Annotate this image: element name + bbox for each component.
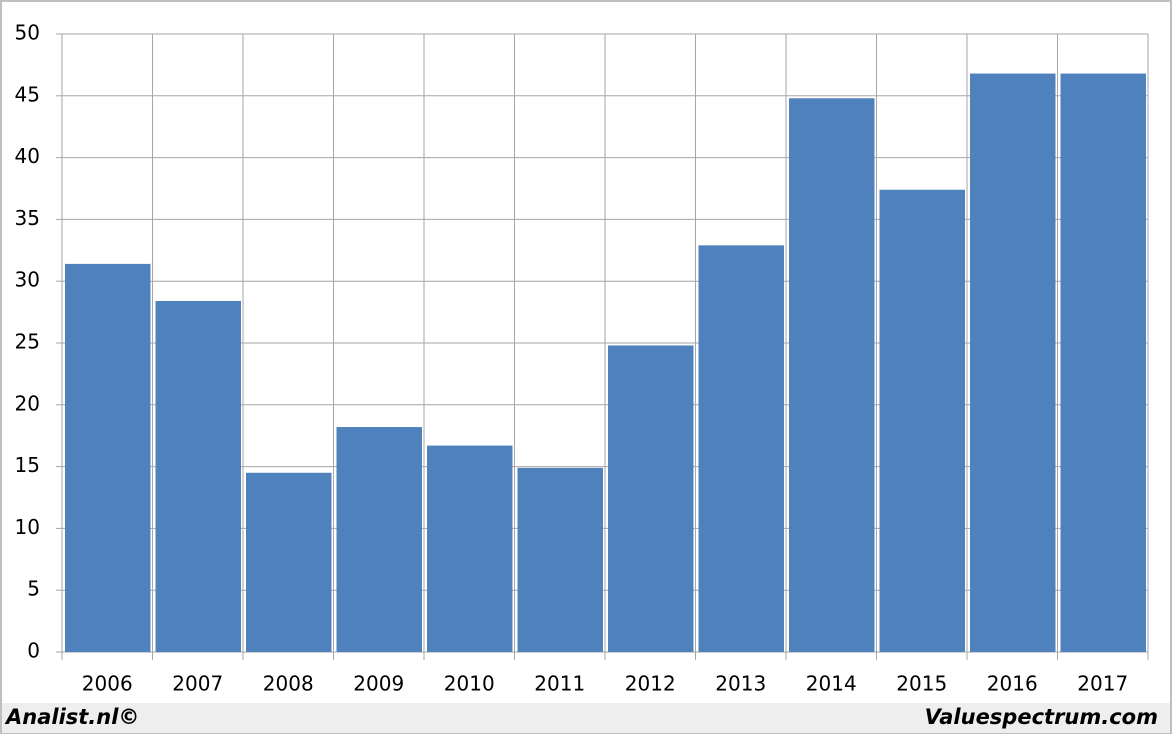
- bar: [65, 263, 151, 652]
- y-tick-label: 0: [27, 639, 40, 663]
- x-tick-label: 2008: [263, 672, 314, 696]
- y-tick-label: 40: [15, 144, 40, 168]
- y-tick-label: 15: [15, 453, 40, 477]
- bar: [879, 189, 965, 652]
- bar: [155, 300, 241, 652]
- footer-strip: [2, 703, 1170, 733]
- bar: [517, 467, 603, 652]
- x-tick-label: 2012: [625, 672, 676, 696]
- x-tick-label: 2013: [715, 672, 766, 696]
- x-tick-label: 2017: [1077, 672, 1128, 696]
- credit-left: Analist.nl©: [4, 705, 139, 729]
- bar: [336, 427, 422, 652]
- x-tick-label: 2011: [534, 672, 585, 696]
- bar: [698, 245, 784, 652]
- credit-right: Valuespectrum.com: [925, 705, 1158, 729]
- x-tick-label: 2015: [896, 672, 947, 696]
- bar: [1060, 73, 1146, 652]
- bar: [608, 345, 694, 652]
- y-tick-label: 50: [15, 21, 40, 45]
- bar: [427, 445, 513, 652]
- x-tick-label: 2014: [806, 672, 857, 696]
- y-tick-label: 10: [15, 515, 40, 539]
- x-tick-label: 2007: [172, 672, 223, 696]
- y-tick-label: 25: [15, 330, 40, 354]
- bar: [246, 472, 332, 652]
- y-tick-label: 5: [27, 577, 40, 601]
- y-tick-label: 35: [15, 206, 40, 230]
- y-tick-label: 20: [15, 391, 40, 415]
- bar: [789, 98, 875, 653]
- y-tick-label: 30: [15, 268, 40, 292]
- x-tick-label: 2006: [82, 672, 133, 696]
- x-tick-label: 2016: [987, 672, 1038, 696]
- x-tick-label: 2010: [444, 672, 495, 696]
- bar: [970, 73, 1056, 652]
- x-tick-label: 2009: [353, 672, 404, 696]
- y-tick-label: 45: [15, 82, 40, 106]
